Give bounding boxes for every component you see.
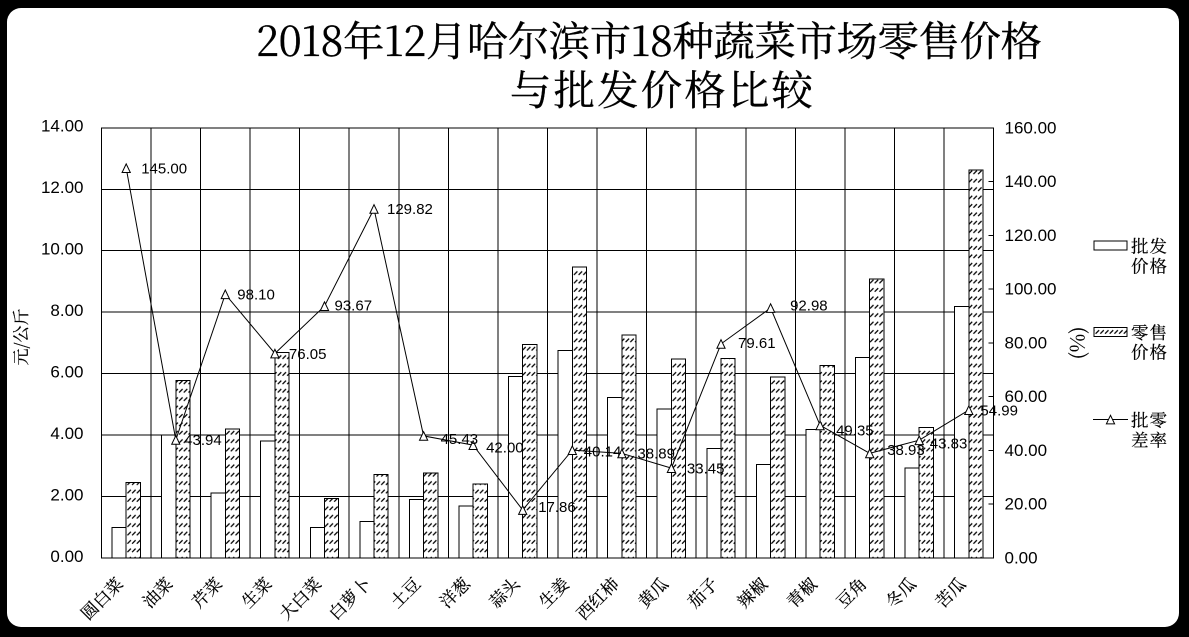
svg-text:43.94: 43.94 <box>184 432 222 449</box>
svg-text:43.83: 43.83 <box>930 436 968 453</box>
svg-text:批发: 批发 <box>1131 234 1168 259</box>
svg-text:49.35: 49.35 <box>836 423 874 440</box>
svg-text:8.00: 8.00 <box>50 301 83 320</box>
svg-text:差率: 差率 <box>1131 428 1168 453</box>
svg-text:54.99: 54.99 <box>980 402 1018 419</box>
svg-text:价格: 价格 <box>1131 254 1168 279</box>
svg-text:38.93: 38.93 <box>887 442 925 459</box>
svg-text:20.00: 20.00 <box>1005 495 1048 514</box>
svg-text:100.00: 100.00 <box>1005 280 1057 299</box>
svg-text:40.00: 40.00 <box>1005 441 1048 460</box>
svg-text:80.00: 80.00 <box>1005 333 1048 352</box>
svg-text:(%): (%) <box>1062 326 1091 359</box>
svg-text:批零: 批零 <box>1131 408 1168 433</box>
svg-text:元/公斤: 元/公斤 <box>7 309 32 366</box>
svg-text:6.00: 6.00 <box>50 362 83 381</box>
svg-text:98.10: 98.10 <box>237 287 275 304</box>
svg-text:0.00: 0.00 <box>1005 549 1038 568</box>
svg-text:与批发价格比较: 与批发价格比较 <box>510 57 815 117</box>
svg-text:42.00: 42.00 <box>486 439 524 456</box>
svg-text:120.00: 120.00 <box>1005 226 1057 245</box>
svg-text:93.67: 93.67 <box>335 297 373 314</box>
svg-text:38.89: 38.89 <box>637 446 675 463</box>
svg-text:45.43: 45.43 <box>441 431 479 448</box>
svg-text:价格: 价格 <box>1131 340 1168 365</box>
svg-text:2.00: 2.00 <box>50 485 83 504</box>
svg-text:129.82: 129.82 <box>387 201 433 218</box>
svg-text:60.00: 60.00 <box>1005 387 1048 406</box>
svg-text:10.00: 10.00 <box>41 240 84 259</box>
svg-text:0.00: 0.00 <box>50 547 83 566</box>
svg-text:14.00: 14.00 <box>41 117 84 136</box>
svg-text:4.00: 4.00 <box>50 424 83 443</box>
svg-text:33.45: 33.45 <box>687 460 725 477</box>
svg-text:零售: 零售 <box>1131 320 1168 345</box>
svg-text:145.00: 145.00 <box>141 160 187 177</box>
svg-text:160.00: 160.00 <box>1005 118 1057 137</box>
svg-text:79.61: 79.61 <box>738 335 776 352</box>
svg-text:17.86: 17.86 <box>538 499 576 516</box>
svg-text:2018年12月哈尔滨市18种蔬菜市场零售价格: 2018年12月哈尔滨市18种蔬菜市场零售价格 <box>256 8 1042 68</box>
svg-text:92.98: 92.98 <box>790 297 828 314</box>
svg-text:12.00: 12.00 <box>41 178 84 197</box>
svg-text:140.00: 140.00 <box>1005 172 1057 191</box>
svg-text:40.14: 40.14 <box>584 443 622 460</box>
svg-text:76.05: 76.05 <box>289 346 327 363</box>
